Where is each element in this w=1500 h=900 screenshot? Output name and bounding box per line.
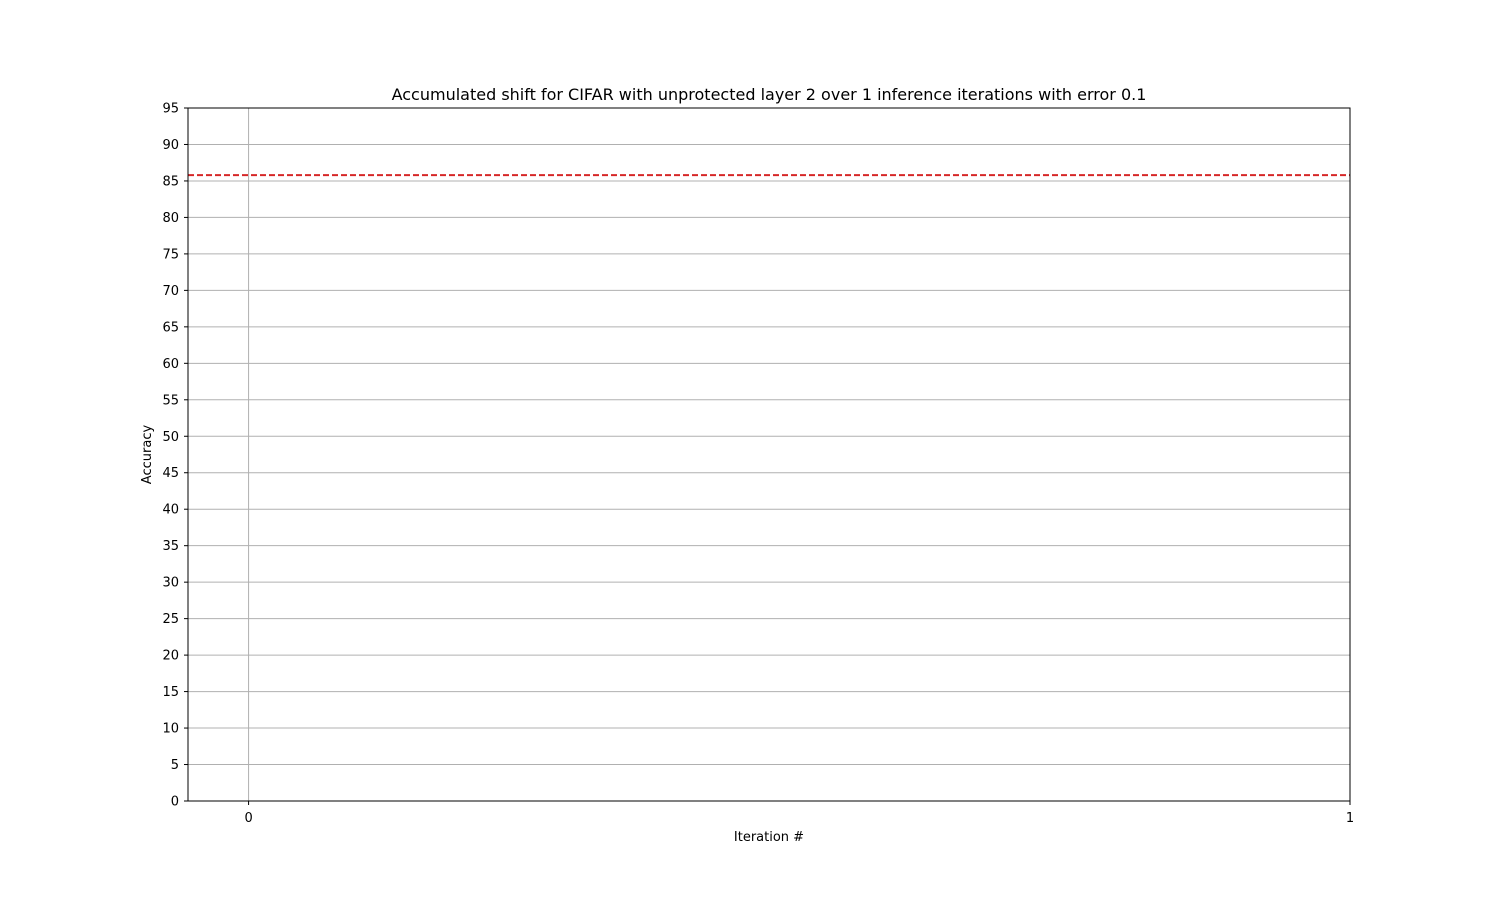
y-axis-ticks: 0 5 10 15 20 25 30 35 40 45 50 55 60 65 70 75 80 85 90 95 (162, 102, 188, 810)
y-tick-label: 20 (162, 649, 179, 664)
y-tick-label: 0 (171, 795, 179, 810)
y-axis-label: Accuracy (140, 425, 155, 485)
y-tick-label: 75 (162, 247, 179, 262)
y-tick-label: 15 (162, 685, 179, 700)
x-tick-label: 1 (1346, 811, 1354, 826)
y-tick-label: 85 (162, 174, 179, 189)
y-tick-label: 45 (162, 466, 179, 481)
y-tick-label: 70 (162, 284, 179, 299)
y-tick-label: 60 (162, 357, 179, 372)
y-tick-label: 95 (162, 102, 179, 117)
y-tick-label: 30 (162, 576, 179, 591)
y-tick-label: 50 (162, 430, 179, 445)
y-tick-label: 80 (162, 211, 179, 226)
y-tick-label: 35 (162, 539, 179, 554)
plot-area-frame (187, 107, 1351, 802)
y-tick-label: 25 (162, 612, 179, 627)
x-axis-label: Iteration # (734, 830, 804, 845)
y-tick-label: 10 (162, 722, 179, 737)
y-tick-label: 55 (162, 393, 179, 408)
chart-title: Accumulated shift for CIFAR with unprote… (392, 85, 1147, 104)
y-tick-label: 40 (162, 503, 179, 518)
y-tick-label: 90 (162, 138, 179, 153)
y-tick-label: 5 (171, 758, 179, 773)
x-tick-label: 0 (244, 811, 252, 826)
y-tick-label: 65 (162, 320, 179, 335)
